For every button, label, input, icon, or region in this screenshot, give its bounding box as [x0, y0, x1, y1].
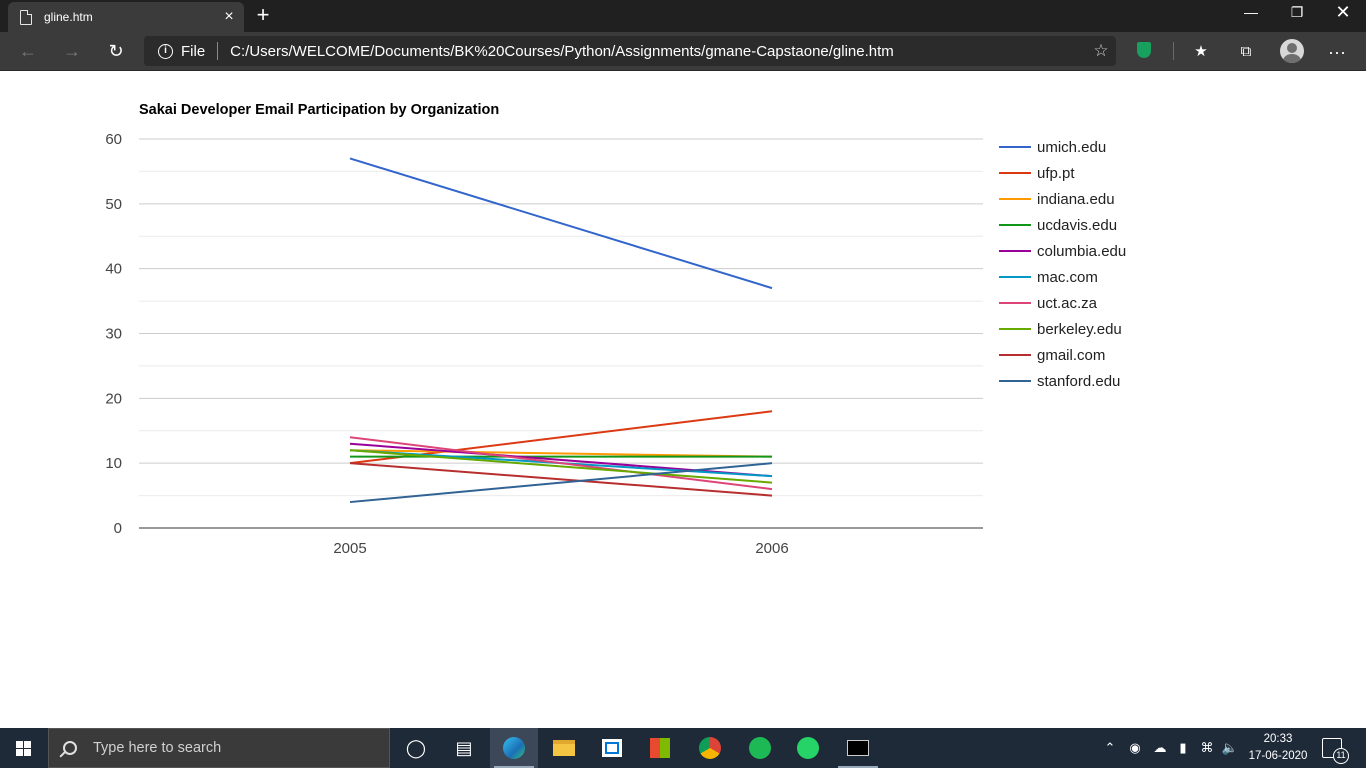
- series-line-stanford-edu[interactable]: [349, 462, 773, 504]
- wifi-icon[interactable]: ⌘: [1200, 740, 1214, 755]
- search-placeholder: Type here to search: [93, 740, 222, 756]
- chart-gridlines: [139, 138, 983, 529]
- y-tick-label: 20: [105, 390, 122, 407]
- office-app-icon[interactable]: [636, 728, 684, 768]
- back-icon[interactable]: ←: [19, 41, 37, 61]
- legend-label[interactable]: columbia.edu: [1037, 243, 1126, 260]
- record-icon[interactable]: ◉: [1129, 740, 1141, 755]
- file-label: File: [181, 42, 206, 60]
- windows-start-icon[interactable]: [0, 728, 48, 768]
- browser-title-bar: gline.htm × + — ❐ ✕: [0, 0, 1366, 32]
- collections-icon[interactable]: ⧉: [1240, 43, 1252, 60]
- legend-label[interactable]: umich.edu: [1037, 139, 1106, 156]
- page-content: Sakai Developer Email Participation by O…: [0, 71, 1366, 728]
- file-explorer-icon[interactable]: [540, 728, 588, 768]
- extension-shield-icon[interactable]: [1137, 42, 1151, 58]
- command-prompt-icon[interactable]: [834, 728, 882, 768]
- legend-label[interactable]: uct.ac.za: [1037, 295, 1098, 312]
- series-line-gmail-com[interactable]: [349, 462, 773, 497]
- line-chart: Sakai Developer Email Participation by O…: [105, 102, 1126, 557]
- windows-taskbar: Type here to search ◯ ▤ ⌃ ◉ ☁ ▮ ⌘ 🔈 20:3…: [0, 728, 1366, 768]
- cortana-icon[interactable]: ◯: [405, 737, 427, 758]
- series-line-umich-edu[interactable]: [349, 157, 773, 290]
- series-line-berkeley-edu[interactable]: [349, 449, 773, 484]
- address-bar[interactable]: i File C:/Users/WELCOME/Documents/BK%20C…: [144, 36, 1116, 66]
- chrome-icon[interactable]: [686, 728, 734, 768]
- browser-toolbar: ← → ↻ i File C:/Users/WELCOME/Documents/…: [0, 32, 1366, 71]
- more-menu-icon[interactable]: ···: [1328, 42, 1346, 62]
- legend-label[interactable]: ucdavis.edu: [1037, 217, 1117, 234]
- x-tick-label: 2005: [333, 540, 366, 557]
- minimize-icon[interactable]: —: [1244, 4, 1258, 20]
- system-clock[interactable]: 20:33 17-06-2020: [1240, 731, 1316, 765]
- browser-tab[interactable]: gline.htm ×: [8, 2, 244, 32]
- task-view-icon[interactable]: ▤: [455, 737, 473, 758]
- document-icon: [20, 9, 32, 25]
- forward-icon[interactable]: →: [63, 41, 81, 61]
- series-line-columbia-edu[interactable]: [349, 442, 773, 478]
- taskbar-search-box[interactable]: Type here to search: [48, 728, 390, 768]
- legend-label[interactable]: stanford.edu: [1037, 373, 1120, 390]
- divider: [217, 42, 219, 60]
- x-tick-label: 2006: [755, 540, 788, 557]
- x-axis-ticks: 2005 2006: [333, 540, 788, 557]
- tab-title: gline.htm: [44, 10, 93, 24]
- new-tab-button[interactable]: +: [256, 2, 270, 27]
- battery-icon[interactable]: ▮: [1179, 740, 1187, 755]
- url-text[interactable]: C:/Users/WELCOME/Documents/BK%20Courses/…: [230, 42, 894, 60]
- store-icon[interactable]: [588, 728, 636, 768]
- chart-legend: umich.edu ufp.pt indiana.edu ucdavis.edu col…: [999, 139, 1126, 390]
- chart-series-lines: [349, 157, 773, 504]
- series-line-uct-ac-za[interactable]: [349, 436, 773, 491]
- y-tick-label: 60: [105, 131, 122, 148]
- info-icon[interactable]: i: [158, 43, 173, 59]
- show-hidden-icons-chevron-icon[interactable]: ⌃: [1104, 740, 1116, 755]
- legend-label[interactable]: ufp.pt: [1037, 165, 1075, 182]
- y-tick-label: 30: [105, 326, 122, 343]
- legend-label[interactable]: gmail.com: [1037, 347, 1105, 364]
- favorites-list-icon[interactable]: ★: [1194, 43, 1208, 60]
- whatsapp-icon[interactable]: [784, 728, 832, 768]
- spotify-icon[interactable]: [736, 728, 784, 768]
- clock-date: 17-06-2020: [1248, 750, 1308, 762]
- toolbar-divider: [1173, 42, 1174, 60]
- legend-label[interactable]: mac.com: [1037, 269, 1098, 286]
- onedrive-cloud-icon[interactable]: ☁: [1153, 740, 1167, 755]
- close-window-icon[interactable]: ✕: [1335, 2, 1351, 22]
- legend-label[interactable]: indiana.edu: [1037, 191, 1115, 208]
- y-tick-label: 50: [105, 196, 122, 213]
- y-axis-ticks: 0 10 20 30 40 50 60: [105, 131, 122, 537]
- clock-time: 20:33: [1263, 733, 1293, 745]
- series-line-indiana-edu[interactable]: [349, 449, 773, 458]
- tab-close-button[interactable]: ×: [224, 8, 234, 25]
- profile-avatar[interactable]: [1280, 39, 1304, 63]
- legend-label[interactable]: berkeley.edu: [1037, 321, 1122, 338]
- y-tick-label: 40: [105, 261, 122, 278]
- volume-icon[interactable]: 🔈: [1221, 740, 1239, 755]
- refresh-icon[interactable]: ↻: [108, 41, 124, 61]
- search-icon: [63, 741, 77, 755]
- y-tick-label: 10: [105, 455, 122, 472]
- chart-title: Sakai Developer Email Participation by O…: [139, 102, 499, 118]
- edge-browser-icon[interactable]: [490, 728, 538, 768]
- notification-count-badge: 11: [1333, 748, 1349, 764]
- restore-icon[interactable]: ❐: [1290, 4, 1304, 20]
- y-tick-label: 0: [114, 520, 122, 537]
- favorite-star-icon[interactable]: ☆: [1093, 41, 1109, 60]
